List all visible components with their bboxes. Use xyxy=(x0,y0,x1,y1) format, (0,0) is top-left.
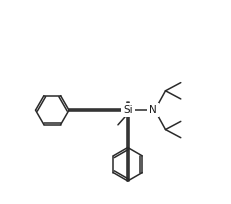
Text: Si: Si xyxy=(123,105,133,115)
Text: N: N xyxy=(149,105,157,115)
